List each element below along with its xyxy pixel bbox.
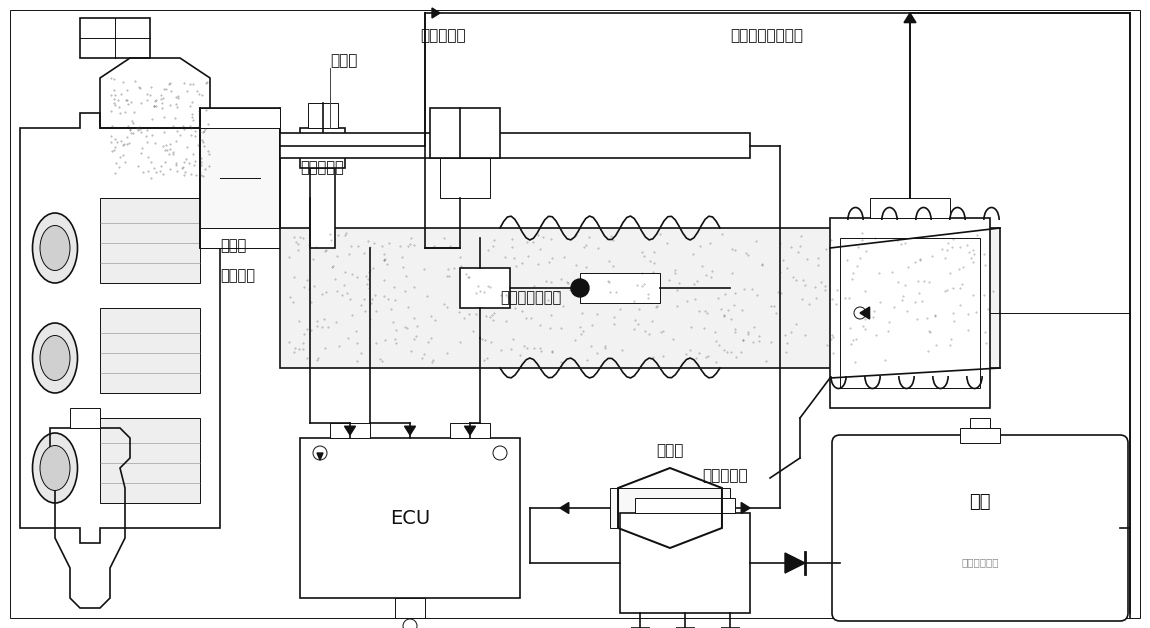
Text: 油压调节器: 油压调节器 (420, 28, 466, 43)
Bar (610, 488, 730, 528)
Bar (279, 228, 1000, 368)
Text: ECU: ECU (390, 509, 430, 528)
Text: 汽车实用知识: 汽车实用知识 (961, 557, 998, 567)
Bar (200, 108, 279, 128)
Bar (310, 168, 335, 248)
Text: 油箱: 油箱 (969, 494, 991, 511)
Polygon shape (785, 553, 805, 573)
Polygon shape (345, 426, 355, 435)
Text: 叶片式空气流量计: 叶片式空气流量计 (730, 28, 803, 43)
Bar (440, 158, 490, 198)
Polygon shape (860, 307, 869, 319)
Bar (830, 218, 990, 408)
Bar (330, 423, 370, 438)
Ellipse shape (32, 213, 77, 283)
Bar (308, 103, 338, 128)
Ellipse shape (40, 225, 70, 271)
Circle shape (493, 446, 507, 460)
Bar (969, 418, 990, 428)
Text: 滤清器: 滤清器 (657, 443, 684, 458)
Bar (200, 228, 279, 248)
Circle shape (402, 619, 417, 628)
Polygon shape (742, 502, 750, 514)
Text: 节气门: 节气门 (220, 238, 246, 253)
Circle shape (854, 307, 866, 319)
Ellipse shape (32, 433, 77, 503)
Polygon shape (432, 8, 440, 18)
Bar (300, 438, 520, 598)
Polygon shape (560, 502, 569, 514)
Bar (620, 513, 750, 613)
FancyBboxPatch shape (831, 435, 1128, 621)
Bar (430, 108, 500, 158)
Bar (960, 428, 1000, 443)
Bar (200, 108, 279, 248)
Circle shape (313, 446, 327, 460)
Bar (300, 128, 345, 168)
Bar (450, 423, 490, 438)
Polygon shape (405, 426, 415, 435)
Polygon shape (465, 426, 475, 435)
Ellipse shape (40, 335, 70, 381)
Bar (100, 418, 200, 503)
Polygon shape (904, 13, 917, 23)
Bar (394, 598, 426, 618)
Text: 位置开关: 位置开关 (220, 268, 255, 283)
Bar (580, 273, 660, 303)
Bar (100, 198, 200, 283)
Bar (100, 308, 200, 393)
Bar (635, 498, 735, 513)
Bar (871, 198, 950, 218)
Bar (279, 133, 750, 158)
Polygon shape (317, 453, 323, 460)
Text: 水温传感器: 水温传感器 (300, 161, 344, 175)
Text: 喷油器: 喷油器 (330, 53, 358, 68)
Bar (460, 268, 509, 308)
Text: 电动燃油泵: 电动燃油泵 (703, 468, 748, 483)
Bar (840, 238, 980, 388)
Ellipse shape (40, 445, 70, 490)
Circle shape (572, 279, 589, 297)
Ellipse shape (32, 323, 77, 393)
Text: 怠速空气调整器: 怠速空气调整器 (500, 291, 561, 305)
Bar (70, 408, 100, 428)
